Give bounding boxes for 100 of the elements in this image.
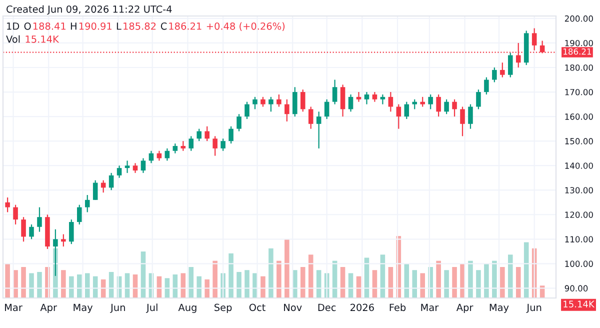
candlestick xyxy=(276,94,282,108)
bar xyxy=(244,270,250,298)
candlestick xyxy=(452,98,457,118)
candlestick xyxy=(364,91,370,105)
candlestick xyxy=(500,62,505,78)
y-tick-label: 200.00 xyxy=(564,15,593,22)
x-tick-label: Jun xyxy=(526,304,542,313)
y-tick-label: 90.00 xyxy=(564,285,588,292)
bar xyxy=(412,270,418,298)
x-tick-label: Jun xyxy=(110,304,125,313)
candlestick xyxy=(324,98,330,120)
candlestick xyxy=(476,89,481,110)
x-tick-label: Oct xyxy=(249,304,266,312)
annotation: H xyxy=(70,22,76,30)
candlestick xyxy=(260,96,266,108)
bar xyxy=(188,267,194,298)
annotation: C xyxy=(160,22,167,30)
bar xyxy=(92,276,98,298)
bar xyxy=(236,272,242,298)
bar xyxy=(204,279,210,298)
y-tick-label: 170.00 xyxy=(565,89,593,96)
candlestick xyxy=(244,101,250,120)
bar xyxy=(29,273,34,298)
candlestick xyxy=(84,194,90,213)
candlestick xyxy=(204,126,210,142)
candlestick xyxy=(460,106,465,137)
candlestick xyxy=(61,234,66,248)
y-tick-label: 150.00 xyxy=(565,138,593,144)
candlestick xyxy=(180,140,186,152)
bar xyxy=(5,264,10,298)
x-tick-label: Mar xyxy=(5,304,22,312)
bar xyxy=(444,270,449,298)
annotation: L xyxy=(116,22,122,30)
bar xyxy=(260,276,266,298)
candlestick xyxy=(132,162,138,174)
x-tick-label: Apr xyxy=(456,304,474,313)
candlestick xyxy=(29,224,34,240)
candlestick xyxy=(372,91,378,102)
bar xyxy=(404,264,410,298)
bar xyxy=(492,260,497,298)
bar xyxy=(452,267,457,298)
bar xyxy=(228,253,234,298)
candlestick xyxy=(236,114,242,132)
bar xyxy=(268,248,274,298)
candlestick xyxy=(212,136,218,156)
bar xyxy=(77,274,82,298)
bar xyxy=(436,260,441,298)
candlestick xyxy=(5,196,10,213)
candlestick xyxy=(404,101,410,120)
bar xyxy=(468,260,473,298)
candlestick xyxy=(420,96,425,108)
candlestick xyxy=(348,94,354,112)
candlestick xyxy=(492,66,497,83)
bar xyxy=(284,239,290,298)
candlestick xyxy=(356,91,362,102)
annotation: 185.82 xyxy=(124,22,156,30)
bar xyxy=(524,242,529,298)
y-tick-label: 130.00 xyxy=(565,187,593,194)
candlestick xyxy=(308,106,314,130)
candlestick xyxy=(316,111,322,149)
candlestick xyxy=(108,172,114,191)
bar xyxy=(500,267,505,298)
candlestick xyxy=(428,94,433,110)
text: 15.14K xyxy=(564,300,595,308)
candlestick xyxy=(340,84,346,118)
ref-line-label: 186.21 xyxy=(564,48,592,55)
candlestick xyxy=(388,91,394,112)
text: Created Jun 09, 2026 11:22 UTC-4 xyxy=(6,5,172,15)
bar xyxy=(196,276,202,298)
candlestick xyxy=(92,180,98,200)
x-tick-label: Mar xyxy=(421,304,439,312)
bar xyxy=(308,254,314,298)
candlestick xyxy=(532,28,537,51)
bar xyxy=(420,273,425,298)
candlestick xyxy=(228,126,234,144)
y-tick-label: 190.00 xyxy=(565,40,593,46)
y-tick-label: 100.00 xyxy=(565,260,593,267)
annotation: O xyxy=(24,22,31,30)
x-tick-label: Aug xyxy=(178,304,196,313)
x-tick-label: Feb xyxy=(390,304,406,312)
y-tick-label: 180.00 xyxy=(565,64,593,71)
y-tick-label: 110.00 xyxy=(565,236,593,242)
annotation: Vol xyxy=(6,35,20,43)
x-tick-label: Nov xyxy=(284,304,302,312)
candlestick xyxy=(13,204,18,225)
candlestick xyxy=(412,98,418,110)
bar xyxy=(212,260,218,298)
y-tick-label: 120.00 xyxy=(565,212,593,218)
candlestick xyxy=(188,136,194,152)
bar xyxy=(300,267,306,298)
annotation: 15.14K xyxy=(26,36,60,43)
x-tick-label: Sep xyxy=(214,304,232,313)
candlestick xyxy=(300,89,306,112)
y-tick-label: 140.00 xyxy=(565,162,593,169)
bar xyxy=(276,260,282,298)
candlestick xyxy=(69,218,74,245)
candlestick xyxy=(284,98,290,122)
annotation: 190.91 xyxy=(79,22,112,30)
candlestick xyxy=(268,96,274,112)
x-tick-label: Dec xyxy=(318,304,336,312)
